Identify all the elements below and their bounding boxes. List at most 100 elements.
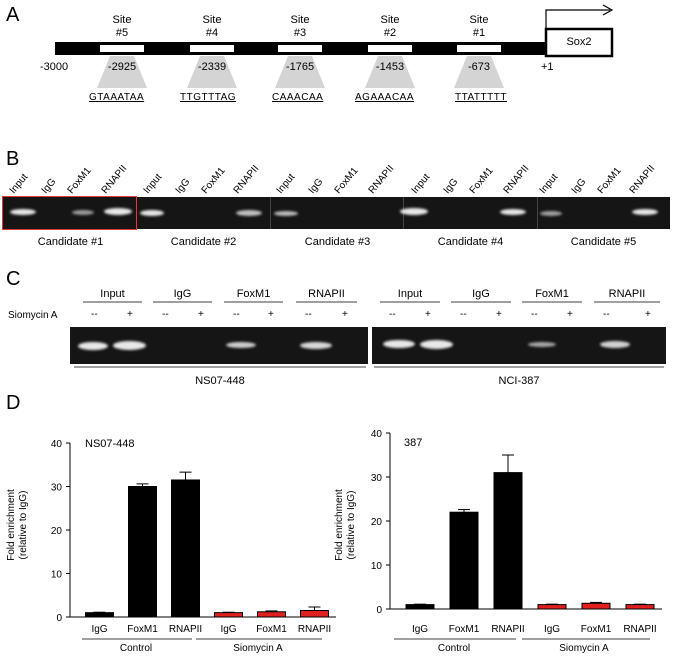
gel-divider: [537, 197, 538, 229]
y-tick-label: 20: [371, 517, 383, 528]
start-position: -3000: [40, 61, 69, 73]
site-box-3: [278, 45, 322, 52]
site-box-2: [368, 45, 412, 52]
d-group-siomycin-left: Siomycin A: [233, 643, 283, 654]
category-label: RNAPII: [298, 624, 331, 635]
bar: [128, 486, 157, 618]
plus-sign: +: [567, 309, 573, 320]
c-group-foxm1: FoxM1: [535, 288, 569, 300]
minus-sign: --: [389, 309, 396, 320]
bar: [300, 609, 329, 618]
candidate-label-2: Candidate #2: [170, 236, 237, 248]
tss-arrow-line: [545, 9, 610, 29]
gel-band: [140, 210, 164, 216]
site-seq-1: TTATTTTT: [455, 92, 507, 103]
plus-sign: +: [198, 309, 204, 320]
category-label: FoxM1: [449, 624, 480, 635]
site-seq-5: GTAAATAA: [89, 92, 145, 103]
cell-line-label-ns07: NS07-448: [195, 375, 245, 387]
plus-sign: +: [425, 309, 431, 320]
gel-band: [78, 342, 108, 350]
category-label: IgG: [412, 624, 428, 635]
gel-band: [226, 342, 256, 348]
panel-c-label: C: [6, 268, 21, 290]
site-title-5: Site #5: [112, 14, 132, 39]
gel-band: [420, 340, 453, 349]
plus-sign: +: [645, 309, 651, 320]
y-tick-label: 30: [51, 483, 63, 494]
gel-band: [72, 210, 94, 215]
gel-band: [500, 209, 526, 215]
minus-sign: --: [531, 309, 538, 320]
site-highlight-3: [275, 56, 325, 88]
chart-title: 387: [404, 437, 422, 449]
y-tick-label: 10: [371, 561, 383, 572]
minus-sign: --: [162, 309, 169, 320]
c-group-foxm1: FoxM1: [236, 288, 271, 300]
site-highlight-5: [97, 56, 147, 88]
site-highlight-2: [365, 56, 415, 88]
plus-sign: +: [268, 309, 274, 320]
gel-band: [300, 342, 332, 349]
d-group-control-right: Control: [437, 643, 471, 654]
site-pos-3: -1765: [285, 61, 315, 73]
minus-sign: --: [603, 309, 610, 320]
site-highlight-1: [454, 56, 504, 88]
c-group-igg: IgG: [173, 288, 192, 300]
bar: [449, 511, 479, 610]
site-box-1: [457, 45, 501, 52]
gel-band: [540, 211, 562, 216]
bar: [85, 612, 114, 618]
panel-b-label: B: [6, 148, 20, 170]
plus-sign: +: [496, 309, 502, 320]
site-title-1: Site #1: [469, 14, 489, 39]
bar: [214, 612, 243, 618]
y-tick-label: 0: [56, 613, 62, 624]
y-tick-label: 0: [376, 605, 382, 616]
site-box-5: [100, 45, 144, 52]
panel-d-label: D: [6, 392, 21, 414]
bar: [493, 472, 523, 610]
bar: [171, 479, 200, 618]
minus-sign: --: [305, 309, 312, 320]
gel-band: [600, 341, 630, 348]
chart-title: NS07-448: [85, 438, 135, 450]
tss-position: +1: [541, 61, 554, 73]
c-group-igg: IgG: [472, 288, 490, 300]
bar: [581, 602, 611, 610]
promoter-diagram: [55, 4, 614, 88]
category-label: RNAPII: [491, 624, 524, 635]
plus-sign: +: [342, 309, 348, 320]
candidate-1-highlight-box: [2, 196, 137, 230]
gel-band: [400, 208, 428, 215]
y-tick-label: 20: [51, 526, 63, 537]
category-label: IgG: [220, 624, 236, 635]
site-title-2: Site #2: [380, 14, 400, 39]
candidate-label-1: Candidate #1: [37, 236, 104, 248]
gel-band: [10, 209, 36, 215]
d-group-siomycin-right: Siomycin A: [559, 643, 609, 654]
site-box-4: [190, 45, 234, 52]
gel-band: [383, 340, 415, 348]
category-label: IgG: [91, 624, 107, 635]
minus-sign: --: [233, 309, 240, 320]
candidate-label-4: Candidate #4: [437, 236, 504, 248]
site-seq-4: TTGTTTAG: [180, 92, 237, 103]
tss-arrow-head: [602, 4, 614, 16]
c-group-rnapii: RNAPII: [608, 288, 646, 300]
y-tick-label: 10: [51, 570, 63, 581]
y-tick-label: 40: [371, 429, 383, 440]
site-title-3: Site #3: [290, 14, 310, 39]
site-pos-1: -673: [467, 61, 491, 73]
sox2-gene-label: Sox2: [566, 36, 592, 48]
gel-band: [236, 210, 262, 216]
minus-sign: --: [460, 309, 467, 320]
bar: [405, 604, 435, 610]
site-seq-2: AGAAACAA: [355, 92, 415, 103]
panel-a-label: A: [6, 4, 20, 26]
bar: [537, 604, 567, 610]
category-label: FoxM1: [127, 624, 158, 635]
y-tick-label: 30: [371, 473, 383, 484]
category-label: RNAPII: [623, 624, 656, 635]
